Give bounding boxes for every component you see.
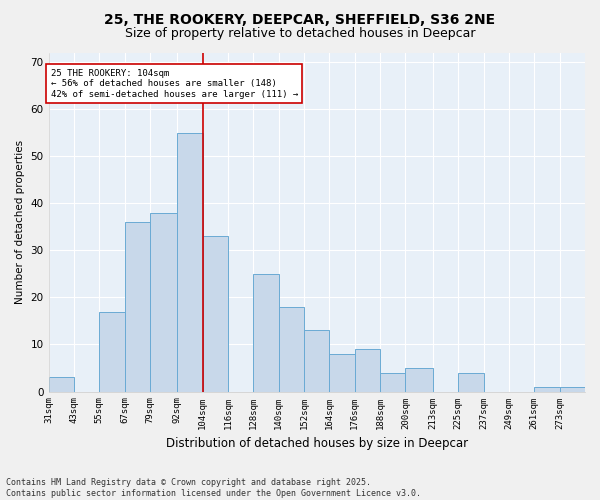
Bar [304, 330, 329, 392]
Bar [458, 372, 484, 392]
Text: Contains HM Land Registry data © Crown copyright and database right 2025.
Contai: Contains HM Land Registry data © Crown c… [6, 478, 421, 498]
Bar [406, 368, 433, 392]
Y-axis label: Number of detached properties: Number of detached properties [15, 140, 25, 304]
Bar [380, 372, 406, 392]
Text: 25 THE ROOKERY: 104sqm
← 56% of detached houses are smaller (148)
42% of semi-de: 25 THE ROOKERY: 104sqm ← 56% of detached… [50, 69, 298, 99]
Bar [203, 236, 228, 392]
Bar [560, 387, 585, 392]
Bar [329, 354, 355, 392]
Bar [125, 222, 150, 392]
Bar [99, 312, 125, 392]
Bar [535, 387, 560, 392]
Bar [355, 349, 380, 392]
Text: Size of property relative to detached houses in Deepcar: Size of property relative to detached ho… [125, 28, 475, 40]
Text: 25, THE ROOKERY, DEEPCAR, SHEFFIELD, S36 2NE: 25, THE ROOKERY, DEEPCAR, SHEFFIELD, S36… [104, 12, 496, 26]
X-axis label: Distribution of detached houses by size in Deepcar: Distribution of detached houses by size … [166, 437, 468, 450]
Bar [150, 212, 178, 392]
Bar [49, 378, 74, 392]
Bar [253, 274, 279, 392]
Bar [279, 307, 304, 392]
Bar [178, 132, 203, 392]
